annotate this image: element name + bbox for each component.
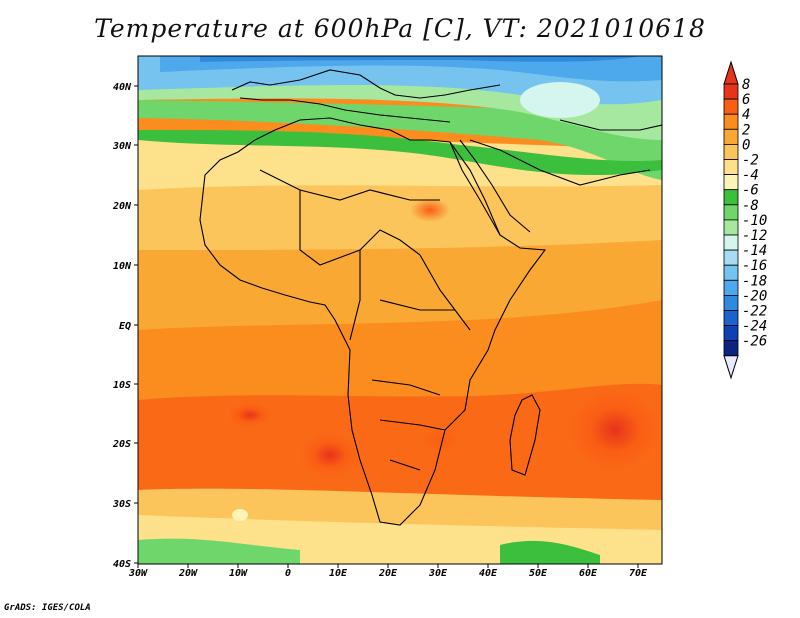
colorbar-segment [723,204,739,221]
lat-label: 20N [112,201,132,212]
colorbar-top-arrow [723,60,739,85]
colorbar-segment [723,234,739,251]
lon-label: 50E [529,568,548,579]
colorbar-label: -14 [742,243,767,259]
lon-label: 30E [428,568,448,579]
lon-label: 10E [329,568,348,579]
lon-label: 10W [229,568,248,579]
lat-label: 10N [113,261,132,272]
colorbar-label: -20 [742,288,767,304]
colorbar-label: 4 [742,107,750,123]
lat-label: 40N [113,82,132,93]
colorbar-label: -8 [742,198,759,214]
lon-label: 20W [178,568,198,579]
colorbar-label: -24 [742,319,767,335]
lat-label: 30S [112,499,131,510]
colorbar-segment [723,294,739,311]
colorbar-segment [723,98,739,115]
colorbar-label: -10 [742,213,767,229]
lat-label: EQ [119,321,131,332]
colorbar-label: 2 [742,122,750,138]
longitude-axis: 30W 20W 10W 0 10E 20E 30E 40E 50E 60E 70E [128,564,648,579]
grads-credit: GrADS: IGES/COLA [4,603,91,613]
colorbar-segment [723,264,739,281]
map-title: Temperature at 600hPa [C], VT: 202101061… [94,14,706,43]
colorbar-bottom-arrow [723,355,739,380]
temperature-field [138,56,662,564]
colorbar-segment [723,325,739,342]
lat-label: 10S [113,380,131,391]
lon-label: 20E [378,568,398,579]
lon-label: 60E [579,568,598,579]
colorbar-label: -16 [742,258,767,274]
colorbar-label: -22 [742,304,767,320]
lon-label: 30W [128,568,148,579]
colorbar-label: -2 [742,153,759,169]
colorbar-label: -26 [742,334,767,350]
colorbar-segment [723,310,739,327]
colorbar-label: 0 [742,137,750,153]
lat-label: 30N [112,141,132,152]
colorbar-segment [723,83,739,100]
lon-label: 40E [479,568,498,579]
lat-label: 20S [112,439,131,450]
colorbar-label: 8 [742,77,750,93]
colorbar-label: -12 [742,228,767,244]
colorbar-segment [723,174,739,191]
colorbar-segment [723,249,739,266]
lon-label: 70E [629,568,648,579]
colorbar-label: 6 [742,92,750,108]
colorbar-label: -6 [742,183,759,199]
lon-label: 0 [285,568,291,579]
colorbar-segment [723,189,739,206]
colorbar-segment [723,128,739,145]
lat-label: 40S [113,559,131,570]
map-frame [137,55,663,565]
colorbar-label: -4 [742,168,759,184]
colorbar-segment [723,113,739,130]
colorbar-label: -18 [742,273,767,289]
colorbar-segment [723,143,739,160]
colorbar-segment [723,219,739,236]
coastlines [199,69,662,526]
latitude-axis: 40N 30N 20N 10N EQ 10S 20S 30S 40S [112,82,138,570]
colorbar-segment [723,340,739,357]
colorbar-segment [723,159,739,176]
colorbar-segment [723,279,739,296]
